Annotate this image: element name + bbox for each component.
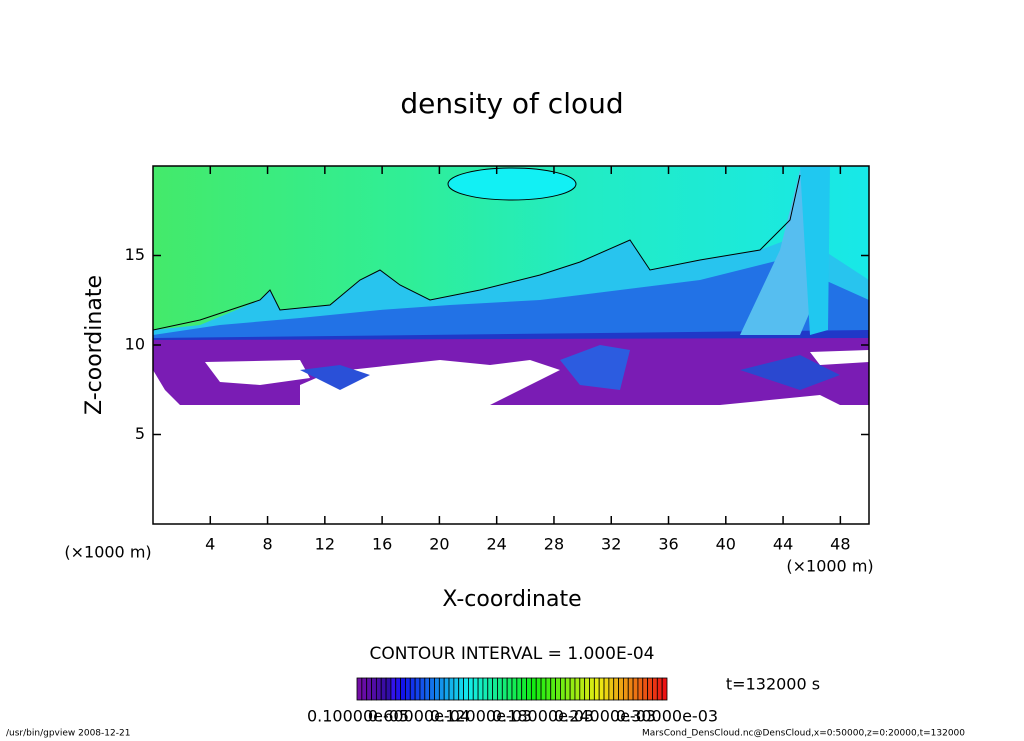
colorbar-cell: [661, 677, 668, 701]
colorbar-cell: [579, 677, 586, 701]
colorbar-cell: [560, 677, 566, 701]
colorbar-cell: [414, 677, 421, 701]
colorbar-cell: [385, 677, 392, 701]
colorbar-cell: [647, 677, 653, 701]
colorbar-cell: [371, 677, 377, 701]
x-tick-label: 24: [487, 535, 507, 554]
colorbar-cell: [375, 677, 382, 701]
footer-right: MarsCond_DensCloud.nc@DensCloud,x=0:5000…: [642, 729, 965, 739]
colorbar-cell: [448, 677, 455, 701]
contour-field: [153, 166, 869, 405]
colorbar-cell: [613, 677, 619, 701]
x-tick-label: 36: [658, 535, 678, 554]
colorbar-cell: [598, 677, 605, 701]
colorbar-cell: [511, 677, 518, 701]
colorbar-tick-label: 0.10000e-05: [307, 707, 409, 726]
x-unit: (×1000 m): [786, 557, 873, 576]
x-tick-label: 32: [601, 535, 621, 554]
colorbar-cell: [652, 677, 658, 701]
colorbar-cell: [395, 677, 401, 701]
colorbar-cell: [497, 677, 503, 701]
colorbar-cell: [424, 677, 431, 701]
y-axis-label: Z-coordinate: [82, 275, 107, 415]
x-tick-label: 40: [716, 535, 736, 554]
colorbar-cell: [530, 677, 537, 701]
colorbar-cell: [356, 677, 363, 701]
colorbar-cell: [419, 677, 426, 701]
colorbar-cell: [545, 677, 552, 701]
colorbar-cell: [458, 677, 464, 701]
x-tick-label: 20: [429, 535, 449, 554]
colorbar-tick-label: 0.30000e-03: [616, 707, 718, 726]
colorbar-cell: [468, 677, 474, 701]
colorbar-cell: [593, 677, 600, 701]
colorbar-cell: [564, 677, 571, 701]
colorbar-cell: [366, 677, 372, 701]
colorbar-cell: [584, 677, 590, 701]
colorbar-cell: [487, 677, 494, 701]
colorbar-cell: [434, 677, 440, 701]
colorbar-cell: [642, 677, 649, 701]
colorbar-cell: [637, 677, 644, 701]
colorbar-cell: [438, 677, 445, 701]
colorbar-cell: [550, 677, 556, 701]
y-tick-label: 15: [125, 245, 145, 264]
colorbar-cell: [627, 677, 634, 701]
y-unit: (×1000 m): [64, 543, 151, 562]
colorbar-cell: [526, 677, 532, 701]
colorbar-cell: [482, 677, 489, 701]
colorbar-cell: [477, 677, 484, 701]
x-tick-label: 4: [205, 535, 215, 554]
colorbar-cell: [472, 677, 479, 701]
colorbar-cell: [443, 677, 450, 701]
x-tick-label: 8: [262, 535, 272, 554]
colorbar-tick-label: 0.60000e-04: [368, 707, 470, 726]
colorbar: 0.10000e-050.60000e-040.12000e-030.18000…: [307, 677, 718, 726]
x-tick-label: 28: [544, 535, 564, 554]
x-axis-label: X-coordinate: [442, 587, 581, 612]
colorbar-cell: [516, 677, 523, 701]
colorbar-tick-label: 0.24000e-03: [554, 707, 656, 726]
colorbar-cell: [506, 677, 513, 701]
colorbar-cell: [405, 677, 411, 701]
colorbar-cell: [608, 677, 615, 701]
colorbar-cell: [400, 677, 406, 701]
colorbar-cell: [623, 677, 629, 701]
colorbar-cell: [409, 677, 416, 701]
y-tick-label: 5: [135, 424, 145, 443]
y-tick-label: 10: [125, 335, 145, 354]
colorbar-cell: [429, 677, 435, 701]
x-tick-label: 44: [773, 535, 793, 554]
colorbar-cell: [380, 677, 387, 701]
colorbar-cell: [632, 677, 639, 701]
colorbar-cell: [492, 677, 498, 701]
colorbar-cell: [453, 677, 460, 701]
colorbar-cell: [535, 677, 542, 701]
colorbar-cell: [618, 677, 624, 701]
colorbar-cell: [540, 677, 547, 701]
colorbar-cell: [589, 677, 595, 701]
colorbar-cell: [390, 677, 397, 701]
footer-left: /usr/bin/gpview 2008-12-21: [6, 729, 130, 739]
colorbar-tick-label: 0.12000e-03: [430, 707, 532, 726]
chart-title: density of cloud: [400, 87, 623, 120]
colorbar-cell: [603, 677, 610, 701]
x-tick-label: 16: [372, 535, 392, 554]
time-label: t=132000 s: [726, 675, 820, 694]
colorbar-cell: [501, 677, 508, 701]
colorbar-tick-label: 0.18000e-03: [492, 707, 594, 726]
colorbar-cell: [656, 677, 663, 701]
contour-interval: CONTOUR INTERVAL = 1.000E-04: [370, 644, 655, 664]
colorbar-cell: [574, 677, 581, 701]
colorbar-cell: [361, 677, 368, 701]
x-tick-label: 12: [315, 535, 335, 554]
colorbar-cell: [555, 677, 561, 701]
colorbar-cell: [463, 677, 469, 701]
x-tick-label: 48: [830, 535, 850, 554]
colorbar-cell: [569, 677, 576, 701]
colorbar-cell: [521, 677, 527, 701]
